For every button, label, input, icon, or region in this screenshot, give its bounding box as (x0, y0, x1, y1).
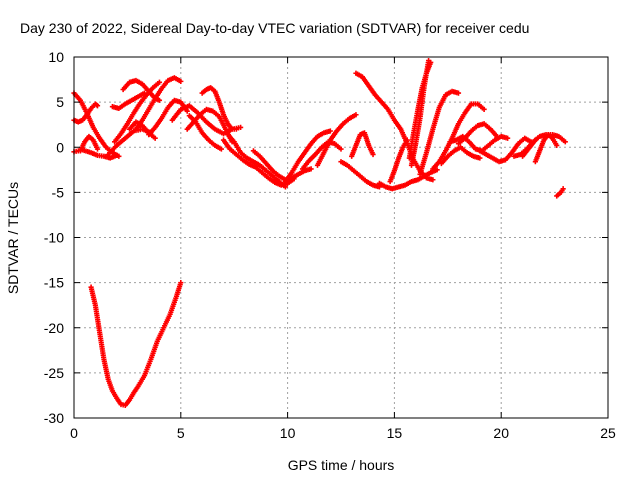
data-point (428, 59, 434, 66)
x-tick-label: 5 (177, 425, 185, 441)
series-arc-39 (554, 186, 566, 199)
series-arc-15 (199, 85, 239, 132)
data-point (308, 166, 314, 172)
y-tick-label: 10 (48, 49, 64, 65)
series-arc-16 (186, 113, 224, 152)
series-arc-30 (417, 88, 462, 177)
chart-title: Day 230 of 2022, Sidereal Day-to-day VTE… (20, 20, 529, 36)
series-arc-33 (455, 121, 500, 147)
data-point (233, 126, 239, 132)
data-point (434, 167, 440, 173)
data-point (156, 97, 163, 103)
data-point (532, 137, 538, 143)
y-tick-label: -25 (44, 365, 64, 381)
y-axis-label: SDTVAR / TECUs (5, 182, 21, 294)
series-arc-29 (406, 59, 434, 161)
series-arc-14 (184, 106, 235, 145)
x-tick-label: 20 (493, 425, 509, 441)
series-arc-12 (88, 280, 184, 408)
series-arc-26 (387, 137, 410, 185)
data-point (178, 78, 184, 84)
series-arc-11 (126, 119, 158, 141)
y-tick-label: -5 (52, 184, 65, 200)
x-tick-label: 10 (280, 425, 296, 441)
data-point (114, 152, 120, 158)
data-point (282, 184, 289, 190)
series-arc-06 (109, 90, 148, 112)
series-arc-02 (71, 101, 101, 125)
y-tick-label: 5 (56, 94, 64, 110)
data-point (353, 112, 359, 118)
data-point (178, 280, 184, 286)
data-point (481, 106, 487, 112)
series-arc-23 (338, 159, 383, 190)
series-arc-04 (77, 133, 101, 154)
x-tick-label: 0 (70, 425, 78, 441)
data-point (404, 137, 410, 143)
data-point (554, 142, 560, 149)
data-point (562, 139, 568, 145)
data-point (477, 155, 483, 161)
data-point (238, 124, 244, 130)
data-point (560, 186, 566, 192)
data-point (156, 79, 163, 85)
data-point (218, 146, 224, 152)
series-arc-22 (314, 112, 359, 168)
series-arc-24 (349, 130, 376, 159)
data-point (327, 128, 333, 134)
y-tick-label: -20 (44, 320, 64, 336)
data-points (71, 58, 568, 408)
y-tick-label: -30 (44, 410, 64, 426)
series-arc-20 (282, 128, 333, 185)
x-tick-label: 25 (600, 425, 616, 441)
axis-ticks: 0 5 10 15 20 25 -30 -25 -20 -15 -10 -5 0 5 10 (44, 49, 616, 441)
data-point (430, 177, 436, 183)
y-tick-label: 0 (56, 139, 64, 155)
series-arc-21 (299, 139, 344, 172)
data-point (494, 133, 500, 140)
series-arc-27 (376, 167, 440, 192)
series-arc-38 (519, 137, 538, 159)
data-point (152, 135, 158, 141)
data-point (184, 108, 190, 114)
series-arc-34 (438, 144, 483, 167)
x-axis-label: GPS time / hours (288, 457, 395, 473)
data-point (338, 146, 344, 152)
y-tick-label: -10 (44, 230, 64, 246)
data-point (94, 146, 101, 152)
data-point (455, 90, 462, 96)
y-tick-label: -15 (44, 275, 64, 291)
data-point (94, 103, 101, 109)
x-tick-label: 15 (387, 425, 403, 441)
series-arc-35 (477, 135, 534, 165)
data-point (505, 135, 511, 141)
series-arc-08 (111, 79, 163, 145)
series-arc-37 (532, 132, 560, 165)
series-arc-31 (430, 101, 487, 172)
data-point (370, 151, 376, 158)
series-arc-18 (225, 132, 289, 190)
